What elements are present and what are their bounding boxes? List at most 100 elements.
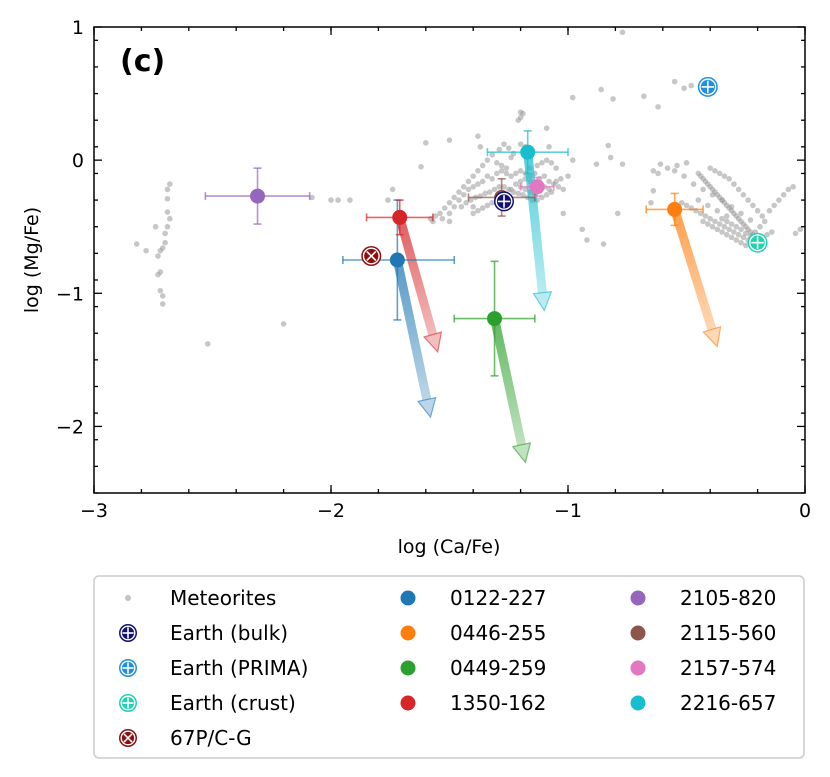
legend-entry-0122-227: 0122-227 (400, 586, 546, 610)
meteorite-point (607, 154, 614, 161)
legend-marker-2115-560 (630, 625, 646, 641)
meteorite-point (465, 186, 472, 193)
meteorite-point (505, 145, 512, 151)
meteorite-point (754, 207, 761, 214)
meteorite-point (707, 215, 713, 222)
meteorite-point (451, 194, 458, 201)
meteorite-point (719, 197, 725, 203)
meteorite-point (539, 160, 545, 166)
ref-earth-prima (697, 76, 718, 97)
meteorite-point (456, 197, 462, 203)
meteorite-point (797, 226, 804, 233)
meteorite-point (460, 191, 467, 198)
meteorite-point (439, 215, 446, 222)
meteorite-point (705, 221, 711, 227)
legend-entry-0449-259: 0449-259 (400, 656, 546, 680)
meteorite-point (764, 231, 770, 238)
meteorite-point (726, 226, 732, 233)
meteorite-point (517, 178, 524, 185)
meteorite-point (517, 167, 524, 174)
legend-entry-earth-prima: Earth (PRIMA) (119, 656, 308, 680)
meteorite-point (742, 242, 749, 249)
x-tick-label: −3 (80, 500, 108, 522)
meteorite-point (546, 144, 552, 150)
meteorite-point (714, 207, 721, 214)
meteorite-point (728, 221, 735, 227)
meteorite-point (479, 178, 486, 185)
meteorite-point (769, 229, 775, 235)
legend-label: Earth (bulk) (170, 621, 288, 645)
meteorite-point (543, 191, 550, 198)
meteorite-point (558, 175, 564, 182)
legend-label: 2115-560 (680, 621, 776, 645)
meteorite-point (432, 213, 439, 219)
meteorite-point (164, 195, 171, 202)
meteorite-point (204, 341, 211, 347)
meteorite-point (598, 86, 604, 93)
meteorite-point (650, 187, 657, 194)
legend-label: 2105-820 (680, 586, 776, 610)
meteorite-point (776, 197, 782, 203)
legend-entry-earth-bulk: Earth (bulk) (119, 621, 288, 645)
meteorite-point (477, 144, 484, 150)
meteorite-point (423, 140, 429, 146)
y-axis-label: log (Mg/Fe) (21, 207, 43, 313)
legend-frame (93, 575, 805, 759)
meteorite-point (470, 173, 477, 179)
meteorite-point (664, 165, 671, 171)
meteorite-point (790, 183, 796, 190)
meteorite-point (719, 215, 725, 222)
meteorite-point (498, 167, 505, 174)
meteorite-point (560, 186, 567, 193)
meteorite-point (683, 202, 690, 209)
meteorite-point (671, 78, 678, 85)
meteorite-point (700, 186, 706, 193)
meteorite-point (167, 215, 173, 222)
meteorite-point (761, 218, 768, 225)
legend-label: 1350-162 (450, 691, 546, 715)
meteorite-point (484, 157, 491, 163)
legend-marker-earth-bulk (119, 624, 137, 642)
meteorite-point (733, 223, 740, 230)
arrow-head-0446-255 (702, 325, 722, 348)
meteorite-point (463, 199, 469, 206)
meteorite-point (614, 210, 621, 217)
arrow-head-1350-162 (423, 331, 443, 354)
meteorite-point (655, 170, 661, 177)
meteorite-point (759, 213, 766, 219)
y-tick-label: 0 (72, 150, 84, 172)
meteorite-point (152, 223, 159, 230)
meteorite-point (508, 186, 514, 193)
meteorite-point (553, 165, 559, 171)
legend-label: Earth (crust) (170, 691, 296, 715)
meteorite-point (553, 178, 559, 185)
meteorite-point (712, 167, 718, 174)
meteorite-point (335, 197, 341, 203)
meteorite-point (475, 207, 481, 214)
meteorite-point (491, 186, 498, 193)
meteorite-point (482, 190, 488, 197)
meteorite-point (681, 173, 687, 179)
meteorite-point (738, 210, 744, 217)
legend-entry-2105-820: 2105-820 (630, 586, 776, 610)
meteorite-point (750, 202, 756, 209)
meteorite-point (579, 226, 586, 233)
meteorite-point (650, 167, 657, 174)
meteorite-point (309, 194, 315, 201)
meteorite-point (733, 237, 740, 243)
meteorite-point (347, 197, 353, 203)
meteorite-point (745, 197, 751, 203)
meteorite-point (569, 157, 576, 163)
legend-marker-0122-227 (400, 590, 416, 606)
meteorite-point (470, 183, 477, 190)
legend-marker-2105-820 (630, 590, 646, 606)
legend: Meteorites Earth (bulk) Earth (PRIMA) Earth… (93, 575, 805, 759)
meteorite-point (707, 165, 713, 171)
meteorite-point (164, 223, 171, 230)
meteorite-point (712, 218, 718, 225)
meteorite-point (441, 205, 448, 211)
x-tick-label: −1 (554, 500, 582, 522)
legend-entry-0446-255: 0446-255 (400, 621, 546, 645)
meteorite-point (548, 160, 555, 166)
